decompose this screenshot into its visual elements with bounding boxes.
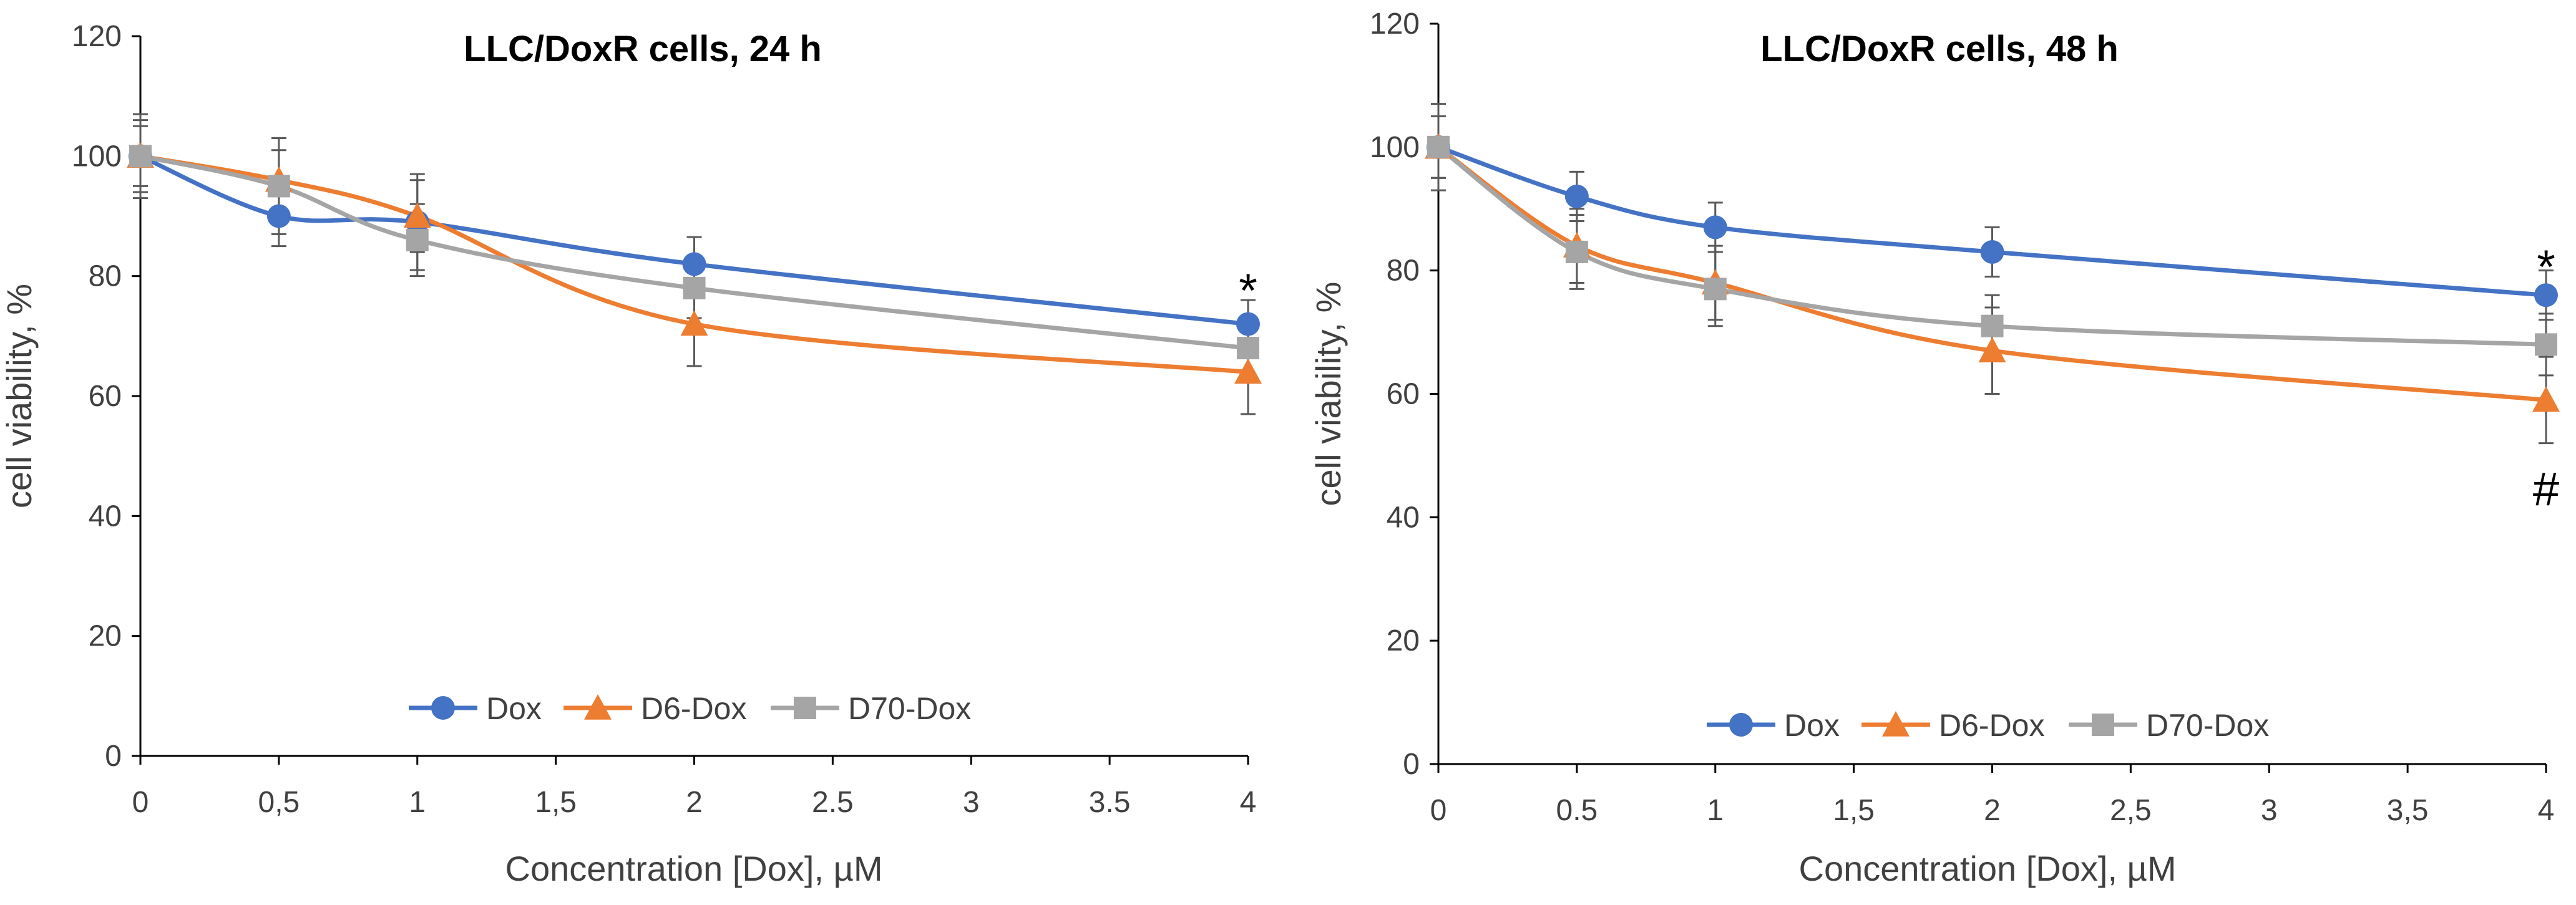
x-tick-label: 2 xyxy=(1984,794,2001,827)
x-tick-label: 2,5 xyxy=(2110,794,2152,827)
legend-label: D70-Dox xyxy=(2146,708,2269,743)
chart-48h: 0 20 40 60 80 100 120 0 0.5 1 1,5 2 2,5 3 3,5 4 Concentr… xyxy=(1309,7,2560,888)
x-axis-title: Concentration [Dox], µM xyxy=(505,849,883,888)
data-point-d70-dox xyxy=(267,175,290,198)
y-tick-label: 0 xyxy=(105,740,122,773)
y-tick-label: 60 xyxy=(1387,378,1420,411)
legend-label: D6-Dox xyxy=(641,691,746,726)
x-tick-label: 3,5 xyxy=(2387,794,2429,827)
series-line-dox xyxy=(1437,145,2547,298)
data-point-dox xyxy=(266,204,291,228)
x-tick-label: 3 xyxy=(2261,794,2278,827)
significance-mark: * xyxy=(2537,241,2555,294)
data-point-d70-dox xyxy=(1565,240,1588,263)
data-point-d70-dox xyxy=(406,228,429,251)
series-line-d70-dox xyxy=(140,153,1249,351)
x-tick-label: 2.5 xyxy=(812,786,854,819)
x-tick-label: 1 xyxy=(409,786,426,819)
legend-label: Dox xyxy=(486,691,542,726)
data-point-d70-dox xyxy=(129,145,152,168)
data-point-d6-dox xyxy=(1234,358,1262,384)
significance-mark: # xyxy=(2533,463,2559,516)
x-tick-label: 3 xyxy=(963,786,980,819)
y-axis-title: cell viability, % xyxy=(0,284,39,508)
data-point-d70-dox xyxy=(1427,135,1450,158)
data-point-d6-dox xyxy=(1978,337,2006,362)
y-tick-label: 80 xyxy=(89,260,122,293)
x-tick-label: 0 xyxy=(132,786,149,819)
y-tick-label: 100 xyxy=(1370,131,1420,164)
legend-marker xyxy=(584,694,612,720)
legend-marker xyxy=(2092,714,2114,736)
data-point-dox xyxy=(1564,184,1589,208)
data-point-d6-dox xyxy=(680,310,708,336)
significance-mark: * xyxy=(1239,264,1257,317)
chart-title: LLC/DoxR cells, 24 h xyxy=(464,29,822,69)
y-tick-label: 60 xyxy=(89,380,122,413)
series-line-d6-dox xyxy=(1437,145,2547,402)
data-point-dox xyxy=(1703,215,1727,240)
y-axis-title: cell viability, % xyxy=(1309,282,1348,506)
data-point-d70-dox xyxy=(683,276,706,299)
data-point-d70-dox xyxy=(1704,278,1727,301)
x-tick-label: 3.5 xyxy=(1089,786,1131,819)
y-tick-label: 80 xyxy=(1387,254,1420,288)
y-tick-label: 120 xyxy=(72,20,122,53)
x-tick-label: 0,5 xyxy=(258,786,300,819)
y-tick-label: 120 xyxy=(1370,7,1420,41)
x-tick-label: 0 xyxy=(1430,794,1447,827)
legend-marker xyxy=(1882,711,1910,737)
data-point-dox xyxy=(1980,240,2004,264)
legend-marker xyxy=(1729,713,1753,737)
x-tick-label: 4 xyxy=(1240,786,1257,819)
x-tick-label: 0.5 xyxy=(1556,794,1598,827)
chart-title: LLC/DoxR cells, 48 h xyxy=(1760,29,2119,69)
legend-label: D6-Dox xyxy=(1939,708,2044,743)
series-line-dox xyxy=(139,154,1249,327)
data-point-dox xyxy=(682,252,706,276)
legend-label: Dox xyxy=(1784,708,1840,743)
y-tick-label: 20 xyxy=(1387,624,1420,657)
chart-24h: 0 20 40 60 80 100 120 0 0,5 1 1,5 2 2.5 3 3.5 4 Concentr… xyxy=(0,20,1262,888)
data-point-d70-dox xyxy=(2535,333,2557,356)
data-point-d6-dox xyxy=(403,202,431,228)
legend-marker xyxy=(431,696,455,720)
y-tick-label: 100 xyxy=(72,140,122,173)
x-axis-title: Concentration [Dox], µM xyxy=(1799,849,2177,888)
x-tick-label: 1,5 xyxy=(1833,794,1875,827)
x-tick-label: 1 xyxy=(1707,794,1724,827)
x-tick-label: 4 xyxy=(2538,794,2555,827)
y-tick-label: 0 xyxy=(1403,748,1420,781)
data-point-d6-dox xyxy=(2532,386,2560,412)
series-line-d70-dox xyxy=(1437,145,2547,347)
y-tick-label: 40 xyxy=(89,500,122,533)
legend-marker xyxy=(794,697,816,719)
data-point-dox xyxy=(2534,283,2558,307)
x-tick-label: 2 xyxy=(686,786,703,819)
data-point-d70-dox xyxy=(1237,337,1259,360)
y-tick-label: 20 xyxy=(89,620,122,653)
data-point-dox xyxy=(1236,312,1260,336)
legend-label: D70-Dox xyxy=(848,691,971,726)
data-point-d70-dox xyxy=(1981,314,2004,337)
x-tick-label: 1,5 xyxy=(535,786,577,819)
y-tick-label: 40 xyxy=(1387,501,1420,534)
